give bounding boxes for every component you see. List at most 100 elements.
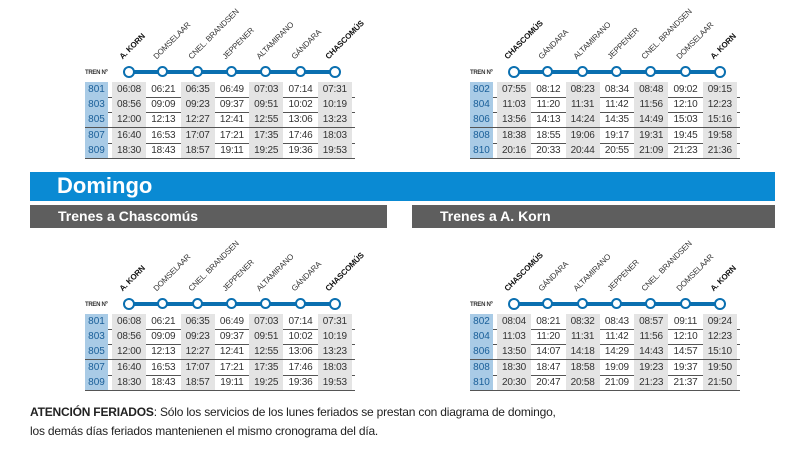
departure-time: 20:16 bbox=[497, 142, 531, 158]
departure-time: 17:46 bbox=[288, 129, 313, 141]
station-stop-icon bbox=[542, 66, 554, 77]
table-row: 810 20:30 20:47 20:58 21:09 21:23 21:37 21:50 bbox=[470, 374, 740, 391]
departure-time: 09:51 bbox=[249, 329, 284, 345]
station-label: A. KORN bbox=[708, 31, 738, 61]
departure-time: 14:49 bbox=[634, 112, 669, 128]
table-row: 807 16:40 16:53 17:07 17:21 17:35 17:46 18:03 bbox=[85, 127, 355, 144]
train-number: 807 bbox=[85, 359, 108, 375]
holiday-notice: ATENCIÓN FERIADOS: Sólo los servicios de… bbox=[30, 405, 556, 419]
departure-time: 13:50 bbox=[497, 344, 531, 360]
train-number: 804 bbox=[470, 97, 493, 113]
train-number-header: TREN Nº bbox=[85, 70, 108, 76]
station-stop-icon bbox=[260, 298, 272, 309]
table-row: 803 08:56 09:09 09:23 09:37 09:51 10:02 10:19 bbox=[85, 97, 355, 114]
station-label: GÁNDARA bbox=[536, 27, 571, 61]
departure-time: 11:03 bbox=[497, 329, 531, 345]
departure-time: 11:56 bbox=[634, 97, 669, 113]
station-label: GÁNDARA bbox=[289, 27, 323, 61]
departure-time: 18:47 bbox=[536, 361, 561, 373]
station-label: CHASCOMÚS bbox=[323, 250, 366, 293]
day-title: Domingo bbox=[57, 173, 153, 198]
departure-time: 08:56 bbox=[112, 329, 146, 345]
departure-time: 11:20 bbox=[536, 99, 560, 111]
station-label: JEPPENER bbox=[220, 25, 256, 61]
train-number: 809 bbox=[85, 142, 108, 158]
departure-time: 17:07 bbox=[180, 359, 215, 375]
departure-time: 18:03 bbox=[317, 127, 352, 143]
departure-time: 14:18 bbox=[565, 344, 600, 360]
departure-time: 20:44 bbox=[565, 142, 600, 158]
departure-time: 12:13 bbox=[151, 114, 176, 126]
departure-time: 08:12 bbox=[536, 84, 561, 95]
station-stop-icon bbox=[191, 298, 203, 309]
departure-time: 19:11 bbox=[220, 376, 244, 388]
departure-time: 18:30 bbox=[497, 359, 531, 375]
station-label: A. KORN bbox=[117, 31, 147, 61]
departure-time: 14:07 bbox=[536, 346, 561, 358]
departure-time: 09:02 bbox=[673, 84, 698, 95]
table-row: 803 08:56 09:09 09:23 09:37 09:51 10:02 10:19 bbox=[85, 329, 355, 346]
departure-time: 19:53 bbox=[317, 142, 352, 158]
departure-time: 07:14 bbox=[288, 84, 313, 95]
train-number: 806 bbox=[470, 344, 493, 360]
departure-time: 12:55 bbox=[249, 344, 284, 360]
train-number: 810 bbox=[470, 374, 493, 390]
departure-time: 18:57 bbox=[180, 142, 215, 158]
departure-time: 14:57 bbox=[673, 346, 698, 358]
departure-time: 20:55 bbox=[604, 144, 629, 156]
departure-time: 08:32 bbox=[565, 314, 600, 329]
departure-time: 12:00 bbox=[112, 112, 146, 128]
departure-time: 14:24 bbox=[565, 112, 600, 128]
timetable-sunday-to-chascomus: TREN Nº A. KORN DOMSELAAR CNEL. BRANDSEN JEP… bbox=[85, 232, 366, 391]
section-header-to-chascomus: Trenes a Chascomús bbox=[30, 205, 387, 228]
holiday-notice-line2: los demás días feriados mantenienen el m… bbox=[30, 424, 379, 438]
departure-time: 08:21 bbox=[536, 316, 561, 327]
table-row: 801 06:08 06:21 06:35 06:49 07:03 07:14 07:31 bbox=[85, 314, 355, 330]
departure-time: 11:31 bbox=[565, 97, 600, 113]
departure-time: 17:35 bbox=[249, 127, 284, 143]
station-stop-icon bbox=[713, 66, 726, 78]
departure-time: 19:36 bbox=[288, 144, 313, 156]
departure-time: 15:16 bbox=[702, 112, 737, 128]
departure-time: 14:35 bbox=[604, 114, 629, 126]
departure-time: 09:11 bbox=[673, 316, 698, 327]
departure-time: 18:43 bbox=[151, 376, 176, 388]
departure-time: 13:23 bbox=[317, 344, 352, 360]
departure-time: 19:06 bbox=[565, 127, 600, 143]
departure-time: 12:00 bbox=[112, 344, 146, 360]
train-number: 808 bbox=[470, 359, 493, 375]
departure-time: 21:23 bbox=[673, 144, 698, 156]
station-label: GÁNDARA bbox=[536, 259, 571, 293]
train-number: 802 bbox=[470, 82, 493, 97]
departure-time: 12:27 bbox=[180, 344, 215, 360]
departure-time: 12:41 bbox=[219, 114, 244, 126]
train-number: 805 bbox=[85, 112, 108, 128]
departure-time: 09:37 bbox=[219, 99, 244, 111]
departure-time: 13:06 bbox=[288, 346, 313, 358]
departure-time: 12:27 bbox=[180, 112, 215, 128]
departure-time: 16:40 bbox=[112, 127, 146, 143]
station-stop-icon bbox=[576, 298, 588, 309]
departure-time: 18:55 bbox=[536, 129, 561, 141]
departure-time: 12:41 bbox=[219, 346, 244, 358]
train-number: 804 bbox=[470, 329, 493, 345]
departure-time: 18:03 bbox=[317, 359, 352, 375]
departure-time: 06:21 bbox=[151, 84, 176, 95]
departure-time: 08:23 bbox=[565, 82, 600, 97]
departure-time: 18:38 bbox=[497, 127, 531, 143]
station-stop-icon bbox=[679, 298, 691, 309]
table-row: 804 11:03 11:20 11:31 11:42 11:56 12:10 12:23 bbox=[470, 97, 740, 114]
departure-time: 07:31 bbox=[317, 314, 352, 329]
departure-time: 17:07 bbox=[180, 127, 215, 143]
departure-time: 09:09 bbox=[151, 99, 176, 111]
station-label: JEPPENER bbox=[605, 25, 641, 61]
train-number: 803 bbox=[85, 97, 108, 113]
departure-time: 07:03 bbox=[249, 314, 284, 329]
station-stop-icon bbox=[645, 66, 657, 77]
departure-time: 08:57 bbox=[634, 314, 669, 329]
departure-time: 07:55 bbox=[497, 82, 531, 97]
departure-time: 19:25 bbox=[249, 374, 284, 390]
departure-time: 11:31 bbox=[565, 329, 600, 345]
departure-time: 21:36 bbox=[702, 142, 737, 158]
departure-time: 12:55 bbox=[249, 112, 284, 128]
